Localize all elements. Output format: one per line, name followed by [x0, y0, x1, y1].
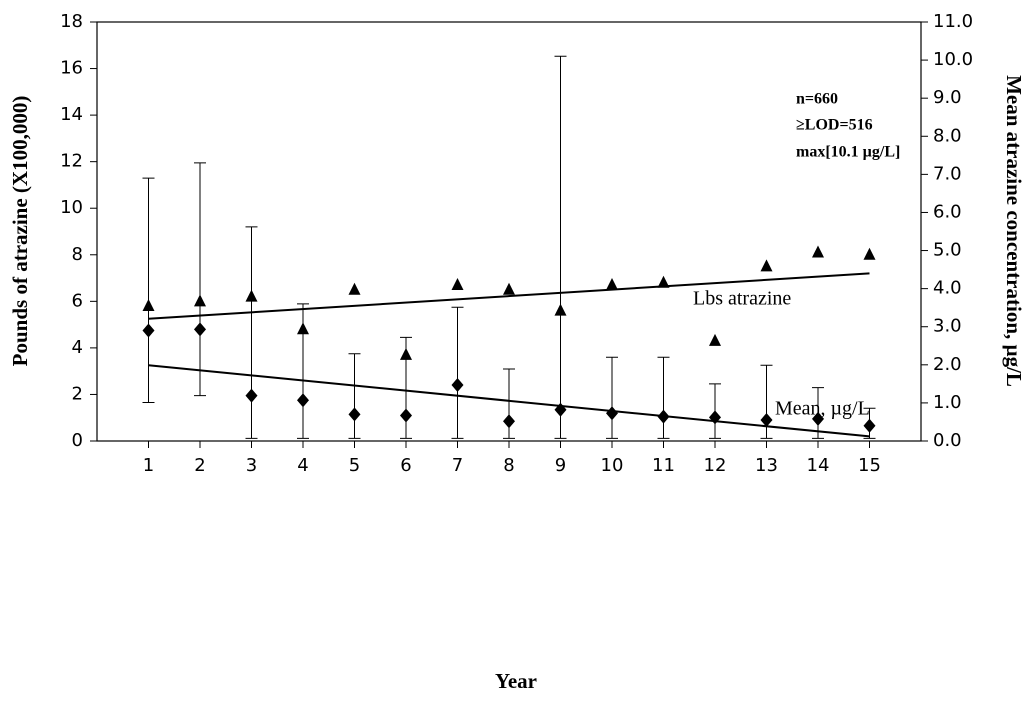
- x-tick-label: 15: [858, 455, 881, 476]
- point: [297, 393, 309, 408]
- y-tick-label: 0: [72, 430, 83, 451]
- point: [657, 275, 670, 288]
- error-bar: [606, 356, 618, 439]
- y2-tick-label: 10.0: [933, 49, 973, 70]
- point: [503, 414, 515, 429]
- point: [863, 247, 876, 260]
- point: [503, 282, 515, 295]
- point: [451, 378, 464, 393]
- y2-tick-label: 8.0: [933, 125, 962, 146]
- point: [812, 411, 824, 426]
- error-bar: [245, 226, 258, 439]
- y-tick-label: 6: [72, 290, 83, 311]
- x-tick-label: 2: [194, 455, 205, 476]
- error-bar: [194, 162, 206, 397]
- point: [863, 418, 876, 433]
- error-bar: [554, 55, 567, 439]
- y2-tick-label: 9.0: [933, 87, 962, 108]
- error-bar: [348, 353, 361, 439]
- y2-tick-label: 5.0: [933, 240, 962, 261]
- point: [709, 410, 721, 425]
- x-tick-label: 13: [755, 455, 778, 476]
- x-tick-label: 11: [652, 455, 675, 476]
- point: [760, 413, 773, 428]
- y-axis-title: Pounds of atrazine (X100,000): [8, 96, 32, 367]
- x-tick-label: 7: [452, 455, 463, 476]
- y-tick-label: 4: [72, 337, 83, 358]
- y2-tick-label: 6.0: [933, 201, 962, 222]
- error-bar: [657, 356, 670, 439]
- point: [657, 409, 670, 424]
- point: [760, 259, 773, 272]
- y2-tick-label: 3.0: [933, 316, 962, 337]
- point: [606, 278, 618, 291]
- error-bar: [400, 336, 412, 439]
- error-bar: [297, 303, 309, 439]
- y2-tick-label: 0.0: [933, 430, 962, 451]
- y2-tick-label: 7.0: [933, 163, 962, 184]
- x-tick-label: 9: [555, 455, 566, 476]
- point: [194, 322, 206, 337]
- point: [348, 407, 361, 422]
- series-label: Lbs atrazine: [693, 288, 791, 310]
- x-tick-label: 1: [143, 455, 154, 476]
- y-tick-label: 12: [60, 151, 83, 172]
- point: [812, 245, 824, 258]
- y-tick-label: 18: [60, 11, 83, 32]
- x-tick-label: 4: [297, 455, 308, 476]
- point: [451, 278, 464, 291]
- point: [245, 388, 258, 403]
- trend-line: [148, 272, 870, 320]
- x-tick-label: 10: [601, 455, 624, 476]
- y-tick-label: 16: [60, 58, 83, 79]
- y-tick-label: 10: [60, 197, 83, 218]
- x-axis-title: Year: [495, 669, 537, 693]
- x-tick-label: 3: [246, 455, 257, 476]
- point: [142, 323, 155, 338]
- y2-tick-label: 1.0: [933, 392, 962, 413]
- annotation: max[10.1 µg/L]: [796, 144, 900, 161]
- y2-axis-title: Mean atrazine concentration, µg/L: [1002, 75, 1026, 387]
- point: [709, 333, 721, 346]
- x-tick-label: 12: [704, 455, 727, 476]
- error-bar: [142, 177, 155, 404]
- y-tick-label: 14: [60, 104, 83, 125]
- series-label: Mean, µg/L: [775, 398, 870, 420]
- y2-tick-label: 2.0: [933, 354, 962, 375]
- y2-tick-label: 4.0: [933, 278, 962, 299]
- point: [400, 408, 412, 423]
- annotation: ≥LOD=516: [796, 117, 873, 134]
- annotation: n=660: [796, 91, 838, 108]
- x-tick-label: 6: [400, 455, 411, 476]
- y2-tick-label: 11.0: [933, 11, 973, 32]
- error-bar: [451, 306, 464, 439]
- x-tick-label: 14: [807, 455, 830, 476]
- x-tick-label: 5: [349, 455, 360, 476]
- point: [606, 406, 618, 421]
- x-tick-label: 8: [503, 455, 514, 476]
- y-tick-label: 2: [72, 383, 83, 404]
- point: [554, 402, 567, 417]
- y-tick-label: 8: [72, 244, 83, 265]
- point: [348, 282, 361, 295]
